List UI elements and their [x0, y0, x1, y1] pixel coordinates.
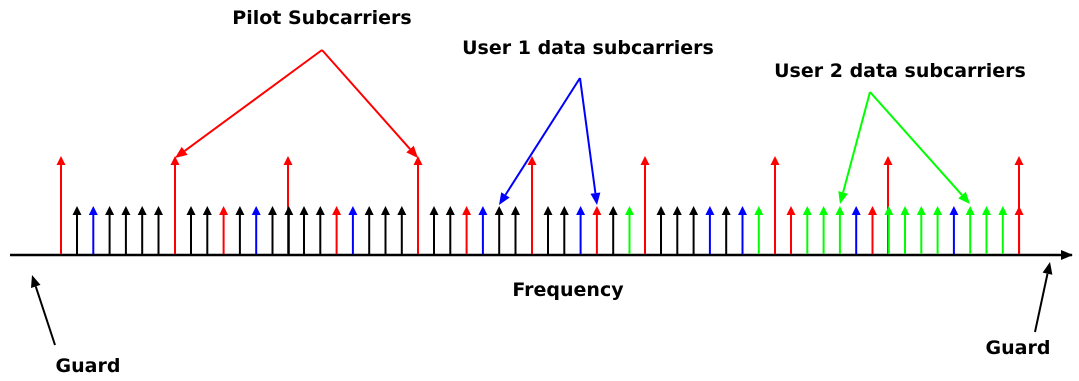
pilot-subcarrier-arrow [413, 156, 423, 254]
data-subcarrier-arrow [851, 206, 861, 254]
data-subcarrier-arrow [982, 206, 991, 254]
data-subcarrier-arrow [219, 206, 229, 254]
data-subcarrier-arrow [998, 206, 1008, 254]
pilot-subcarrier-arrow [527, 156, 537, 254]
data-subcarrier-arrow [202, 206, 212, 254]
data-subcarrier-arrow [786, 206, 796, 254]
callout-group [30, 49, 1053, 346]
pilot-subcarrier-arrow [770, 156, 780, 254]
data-subcarrier-arrow [154, 206, 163, 254]
user1-data-subcarriers-label: User 1 data subcarriers [462, 37, 714, 59]
pilot-subcarrier-arrow [640, 156, 650, 254]
data-subcarrier-arrow [462, 206, 472, 254]
data-subcarrier-arrow [332, 206, 342, 254]
data-subcarrier-arrow [299, 206, 309, 254]
pilot-subcarrier-arrow [170, 156, 180, 254]
data-subcarrier-arrow [511, 206, 520, 254]
data-subcarrier-arrow [121, 206, 131, 254]
data-subcarrier-arrow [137, 206, 147, 254]
data-subcarrier-arrow [884, 206, 894, 254]
data-subcarrier-arrow [721, 206, 731, 254]
data-subcarrier-arrow [494, 206, 504, 254]
data-subcarrier-arrow [397, 206, 407, 254]
data-subcarrier-arrow [72, 206, 82, 254]
pilot-subcarriers-label: Pilot Subcarriers [232, 7, 411, 29]
data-subcarrier-arrow [268, 206, 277, 254]
data-subcarrier-arrow [186, 206, 196, 254]
data-subcarrier-arrow [1014, 206, 1024, 254]
pilot-callout-arrow [321, 49, 418, 158]
data-subcarrier-arrow [900, 206, 910, 254]
data-subcarrier-arrow [705, 206, 715, 254]
data-subcarrier-arrow [608, 206, 618, 254]
pilot-callout-arrow [175, 49, 323, 158]
guard-right-pointer [1034, 262, 1053, 333]
data-subcarrier-arrow [105, 206, 115, 254]
data-subcarrier-arrow [429, 206, 439, 254]
data-subcarrier-arrow [592, 206, 602, 254]
user1-callout-arrow [499, 77, 581, 205]
data-subcarrier-arrow [543, 206, 553, 254]
data-subcarrier-arrow [802, 206, 812, 254]
data-subcarrier-arrow [949, 206, 959, 254]
data-subcarrier-arrow [88, 206, 98, 254]
user2-callout-arrow [869, 91, 970, 204]
pilot-subcarrier-arrow [56, 156, 66, 254]
data-subcarrier-arrow [916, 206, 926, 254]
data-subcarrier-arrow [478, 206, 488, 254]
data-subcarrier-arrow [656, 206, 666, 254]
data-subcarrier-arrow [933, 206, 943, 254]
user1-callout-arrow [579, 77, 601, 205]
data-subcarrier-arrow [315, 206, 325, 254]
data-subcarrier-arrow [625, 206, 634, 254]
data-subcarrier-arrow [835, 206, 845, 254]
frequency-axis-label: Frequency [512, 279, 624, 301]
subcarrier-group [56, 156, 1024, 254]
data-subcarrier-arrow [672, 206, 682, 254]
guard-left-label: Guard [56, 355, 121, 377]
data-subcarrier-arrow [689, 206, 699, 254]
guard-right-label: Guard [986, 337, 1051, 359]
user2-callout-arrow [838, 91, 871, 204]
data-subcarrier-arrow [251, 206, 261, 254]
data-subcarrier-arrow [284, 206, 294, 254]
data-subcarrier-arrow [738, 206, 747, 254]
user2-data-subcarriers-label: User 2 data subcarriers [774, 60, 1026, 82]
data-subcarrier-arrow [445, 206, 455, 254]
data-subcarrier-arrow [868, 206, 877, 254]
data-subcarrier-arrow [235, 206, 245, 254]
data-subcarrier-arrow [819, 206, 829, 254]
data-subcarrier-arrow [965, 206, 975, 254]
data-subcarrier-arrow [381, 206, 390, 254]
data-subcarrier-arrow [559, 206, 569, 254]
data-subcarrier-arrow [576, 206, 586, 254]
data-subcarrier-arrow [348, 206, 358, 254]
guard-left-pointer [30, 275, 56, 346]
data-subcarrier-arrow [754, 206, 764, 254]
data-subcarrier-arrow [364, 206, 374, 254]
